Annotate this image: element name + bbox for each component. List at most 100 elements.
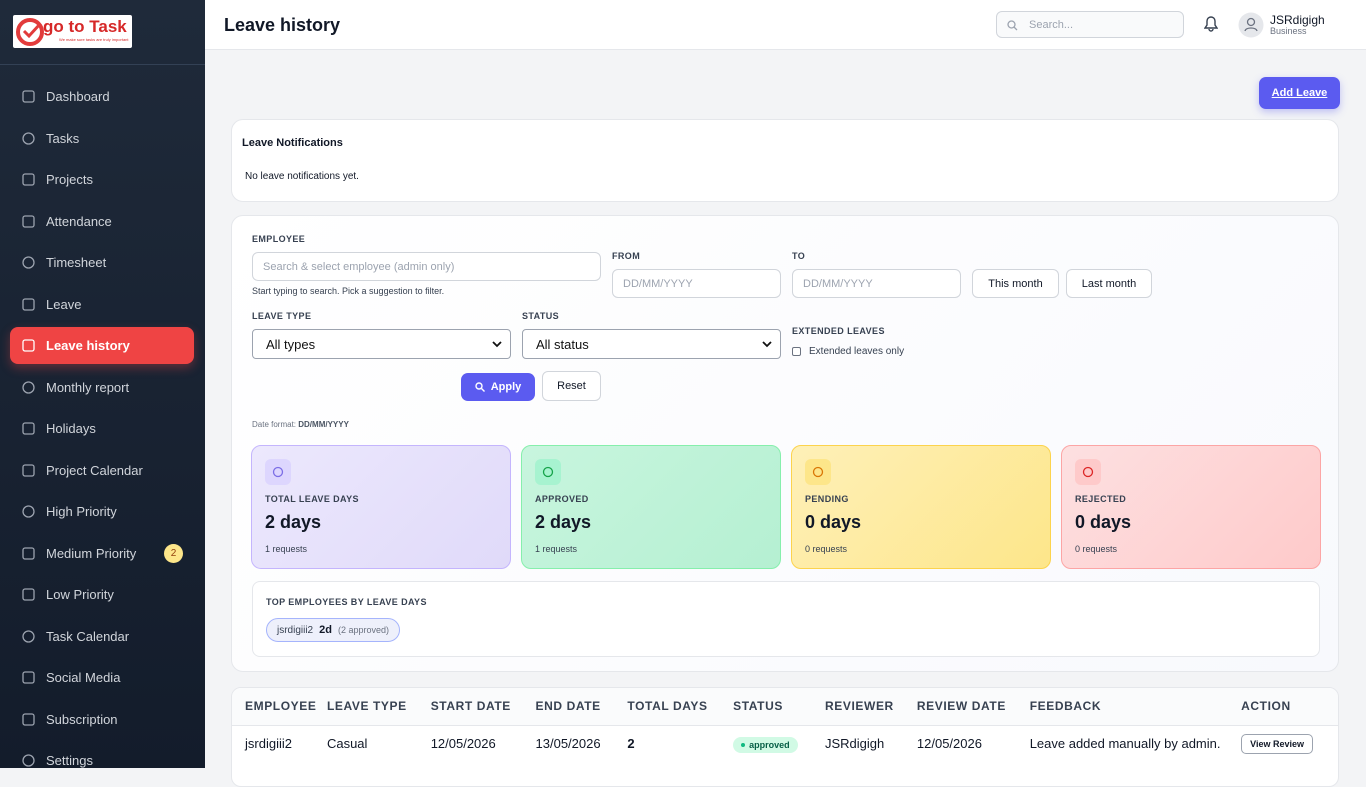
- nav-item[interactable]: Projects: [10, 161, 194, 198]
- cell-text: 2: [627, 736, 635, 752]
- from-input[interactable]: DD/MM/YYYY: [612, 269, 781, 298]
- column-header: TOTAL DAYS: [627, 699, 708, 714]
- nav-item[interactable]: Attendance: [10, 203, 194, 240]
- nav-label: Low Priority: [46, 587, 114, 602]
- cell-text: Casual: [326, 736, 368, 752]
- chevron: [492, 341, 502, 348]
- notifications-bell[interactable]: [1204, 16, 1218, 32]
- nav-item[interactable]: Dashboard: [10, 78, 194, 115]
- nav-label: Tasks: [46, 130, 80, 146]
- employee-input[interactable]: Search & select employee (admin only): [252, 252, 601, 281]
- nav-item[interactable]: Leave history: [10, 327, 194, 364]
- logo[interactable]: go to Task We make sure tasks are truly …: [13, 15, 132, 48]
- nav-icon: [22, 588, 35, 601]
- stat-sub: 1 requests: [265, 544, 308, 554]
- select-value: All types: [266, 336, 316, 352]
- nav-icon: [22, 463, 35, 477]
- column-header: START DATE: [430, 699, 511, 714]
- nav-item[interactable]: Tasks: [10, 120, 194, 157]
- nav-item[interactable]: Medium Priority 2: [10, 535, 194, 572]
- employee-chip[interactable]: jsrdigiii2 2d (2 approved): [266, 618, 400, 642]
- nav-label: Medium Priority: [46, 545, 137, 561]
- search-icon: [1007, 20, 1018, 31]
- avatar[interactable]: [1238, 12, 1264, 38]
- cell-text: Leave added manually by admin.: [1029, 736, 1221, 752]
- nav-item[interactable]: Timesheet: [10, 244, 194, 281]
- status-select[interactable]: All status: [522, 329, 781, 359]
- add-leave-button[interactable]: Add Leave: [1259, 77, 1340, 109]
- nav-label: High Priority: [46, 504, 117, 519]
- this-month-button[interactable]: This month: [972, 269, 1059, 298]
- stat-card: TOTAL LEAVE DAYS 2 days 1 requests: [251, 445, 511, 569]
- notifications-card: Leave Notifications No leave notificatio…: [231, 119, 1339, 202]
- leave-type-select[interactable]: All types: [252, 329, 511, 359]
- last-month-button[interactable]: Last month: [1066, 269, 1152, 298]
- label: LEAVE TYPE: [252, 311, 312, 321]
- checkbox-label[interactable]: Extended leaves only: [809, 346, 905, 357]
- nav-item[interactable]: Leave: [10, 286, 194, 323]
- nav-item[interactable]: Low Priority: [10, 576, 194, 613]
- nav-item[interactable]: Holidays: [10, 410, 194, 447]
- nav-icon: [22, 173, 35, 186]
- column-header: EMPLOYEE: [245, 699, 317, 714]
- nav-item[interactable]: Monthly report: [10, 369, 194, 406]
- hint: Start typing to search. Pick a suggestio…: [252, 286, 445, 296]
- cell-text: JSRdigigh: [825, 736, 885, 752]
- column-header: STATUS: [733, 699, 783, 714]
- leave-table: EMPLOYEE LEAVE TYPE START DATE END DATE TOTA…: [232, 688, 1338, 762]
- nav-item[interactable]: High Priority: [10, 493, 194, 530]
- stat-card: REJECTED 0 days 0 requests: [1061, 445, 1321, 569]
- nav-icon: [22, 754, 35, 767]
- top-employees: TOP EMPLOYEES BY LEAVE DAYS jsrdigiii2 2d…: [252, 581, 1320, 657]
- search-placeholder: Search...: [1029, 18, 1074, 31]
- nav-item[interactable]: Social Media: [10, 659, 194, 696]
- cell-text: 12/05/2026: [430, 736, 496, 752]
- checkbox[interactable]: [792, 347, 801, 356]
- nav-label: Leave: [46, 296, 82, 312]
- label: TO: [792, 251, 806, 261]
- nav-label: Dashboard: [46, 89, 110, 104]
- cell: Casual: [327, 725, 431, 762]
- cell: 13/05/2026: [536, 725, 628, 762]
- date-format: Date format: DD/MM/YYYY: [252, 420, 349, 429]
- column-header: LEAVE TYPE: [326, 699, 407, 714]
- cell: 2: [627, 725, 733, 762]
- stat-icon: [535, 459, 561, 485]
- to-input[interactable]: DD/MM/YYYY: [792, 269, 961, 298]
- search-input[interactable]: Search...: [996, 11, 1184, 38]
- stat-label: TOTAL LEAVE DAYS: [265, 494, 359, 504]
- cell: JSRdigigh: [825, 725, 917, 762]
- cell: 12/05/2026: [431, 725, 536, 762]
- nav-item[interactable]: Task Calendar: [10, 618, 194, 655]
- status-dot: [741, 742, 746, 747]
- view-review-button[interactable]: View Review: [1241, 733, 1313, 754]
- notifications-message: No leave notifications yet.: [245, 171, 359, 182]
- stat-value: 2 days: [535, 512, 592, 532]
- cell: Leave added manually by admin.: [1030, 725, 1241, 762]
- nav-item[interactable]: Project Calendar: [10, 452, 194, 489]
- nav-badge: 2: [164, 543, 183, 563]
- column-header: END DATE: [535, 699, 601, 714]
- status-text: approved: [749, 739, 790, 750]
- logo-icon: [16, 18, 44, 46]
- nav-label: Attendance: [46, 213, 112, 229]
- nav-item[interactable]: Subscription: [10, 701, 194, 738]
- stat-card: APPROVED 2 days 1 requests: [521, 445, 781, 569]
- reset-button[interactable]: Reset: [542, 371, 601, 401]
- nav-label: Project Calendar: [46, 462, 143, 478]
- nav-icon: [22, 629, 35, 643]
- apply-button[interactable]: Apply: [461, 373, 535, 401]
- cell-text: 12/05/2026: [916, 736, 982, 752]
- nav-item[interactable]: Settings: [10, 742, 194, 779]
- nav-label: Monthly report: [46, 379, 130, 395]
- leave-table-card: EMPLOYEE LEAVE TYPE START DATE END DATE TOTA…: [231, 687, 1339, 787]
- date-format-label: Date format:: [252, 420, 297, 429]
- nav-icon: [22, 256, 35, 269]
- nav-icon: [22, 131, 35, 145]
- nav-icon: [22, 214, 35, 228]
- user-name: JSRdigigh: [1270, 13, 1325, 27]
- stat-sub: 0 requests: [1075, 544, 1118, 554]
- nav-label: Projects: [46, 172, 93, 187]
- stat-icon: [1075, 459, 1101, 485]
